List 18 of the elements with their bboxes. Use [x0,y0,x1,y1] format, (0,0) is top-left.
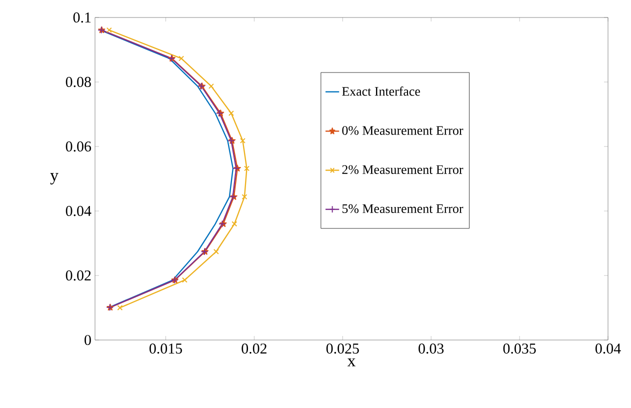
y-tick-label: 0.04 [66,206,92,216]
x-tick-label: 0.04 [595,344,621,354]
y-axis-title: y [50,173,58,184]
y-tick-label: 0.1 [73,12,91,23]
legend-label: 0% Measurement Error [342,126,464,135]
x-tick-label: 0.03 [418,344,444,354]
x-tick-label: 0.02 [242,344,266,354]
x-axis-title: x [347,358,356,366]
x-tick-label: 0.035 [503,344,536,354]
legend-label: 2% Measurement Error [342,165,464,174]
x-tick-label: 0.015 [150,344,182,354]
legend-label: Exact Interface [342,86,420,96]
y-tick-label: 0.08 [66,76,91,88]
y-tick-label: 0.02 [66,270,91,281]
x-tick-label: 0.025 [326,344,359,354]
legend-label: 5% Measurement Error [342,204,464,214]
y-tick-label: 0.06 [66,141,92,152]
y-tick-label: 0 [84,334,91,346]
